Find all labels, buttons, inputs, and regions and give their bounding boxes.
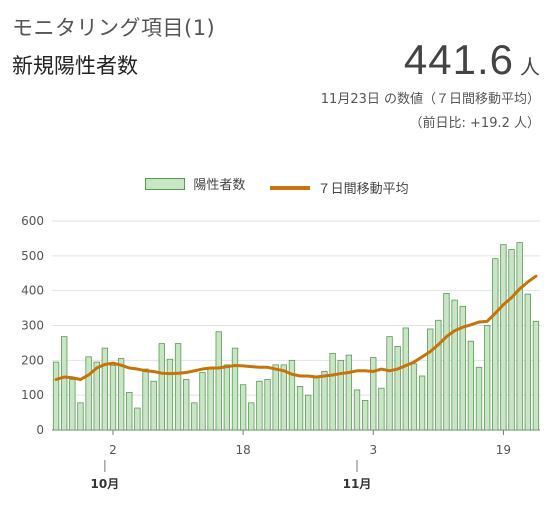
moving-average-line	[54, 274, 538, 381]
bar	[52, 361, 60, 431]
month-label: 10月	[91, 477, 120, 491]
bar	[492, 258, 499, 431]
bar	[321, 371, 328, 431]
bar	[215, 331, 222, 431]
bar	[524, 293, 531, 431]
bar	[451, 299, 458, 431]
y-tick-label: 400	[21, 284, 44, 298]
bar	[288, 359, 296, 431]
bar	[386, 336, 393, 431]
y-tick-label: 100	[21, 388, 44, 402]
bar	[231, 347, 239, 431]
legend-line-swatch	[269, 185, 310, 190]
x-tick-label: 3	[369, 443, 377, 457]
bar	[248, 402, 255, 431]
bar	[191, 402, 198, 431]
bar	[183, 379, 190, 431]
bar	[207, 368, 214, 431]
chart-legend: 陽性者数 ７日間移動平均	[0, 174, 554, 197]
bar	[459, 305, 466, 431]
bar	[166, 358, 174, 431]
y-tick-label: 500	[21, 249, 44, 263]
bar	[500, 244, 507, 431]
bar	[394, 345, 401, 431]
month-label: 11月	[343, 477, 372, 491]
bar	[345, 354, 353, 431]
y-tick-label: 300	[21, 319, 44, 333]
bar	[134, 407, 141, 431]
x-tick-label: 19	[496, 443, 511, 457]
bar	[353, 389, 361, 431]
legend-item-line[interactable]: ７日間移動平均	[269, 178, 409, 197]
bar	[532, 320, 540, 431]
bar	[101, 347, 109, 431]
bar	[402, 327, 409, 431]
bar	[475, 366, 483, 431]
bar	[158, 343, 165, 431]
metric-date: 11月23日 の数値（７日間移動平均）	[320, 92, 540, 107]
bar	[508, 249, 515, 431]
bar	[427, 328, 434, 431]
bar	[313, 377, 320, 431]
metric-value: 441.6 人	[404, 36, 540, 84]
legend-bar-label: 陽性者数	[193, 178, 246, 193]
bar	[150, 380, 157, 431]
bar	[93, 361, 100, 431]
metric-number: 441.6	[403, 36, 514, 83]
bar	[329, 352, 336, 431]
metric-diff: （前日比: +19.2 人）	[409, 116, 540, 131]
legend-line-label: ７日間移動平均	[317, 182, 409, 197]
legend-item-bar[interactable]: 陽性者数	[145, 174, 245, 193]
y-tick-label: 200	[21, 353, 44, 367]
bar	[77, 402, 84, 431]
bar	[126, 391, 133, 431]
x-tick-label: 2	[109, 443, 117, 457]
bar	[337, 359, 344, 431]
bar	[296, 386, 304, 431]
bar	[69, 379, 76, 431]
bar	[142, 368, 149, 431]
bar	[467, 340, 475, 431]
metric-unit: 人	[520, 55, 540, 79]
bar	[435, 319, 442, 431]
bar	[109, 365, 117, 431]
bar	[378, 387, 385, 431]
bar	[418, 375, 426, 431]
bar	[239, 384, 247, 431]
bar	[443, 293, 450, 431]
bar	[272, 364, 279, 431]
bar	[483, 325, 491, 431]
bar	[410, 363, 418, 431]
bar	[305, 394, 312, 431]
bar	[199, 372, 206, 431]
bar	[280, 364, 287, 431]
y-tick-label: 0	[36, 423, 44, 437]
bar	[264, 379, 271, 431]
y-tick-label: 600	[21, 214, 44, 228]
legend-bar-swatch	[145, 177, 186, 190]
bar	[361, 399, 369, 431]
metric-name: 新規陽性者数	[12, 54, 138, 78]
bar	[256, 380, 263, 431]
bar	[516, 242, 523, 431]
bar	[223, 364, 231, 431]
bar	[370, 357, 377, 431]
bar	[117, 358, 125, 431]
x-tick-label: 18	[235, 443, 250, 457]
bar	[61, 336, 68, 431]
bar	[174, 343, 182, 431]
page-title: モニタリング項目(1)	[12, 16, 216, 40]
bar	[85, 356, 92, 431]
